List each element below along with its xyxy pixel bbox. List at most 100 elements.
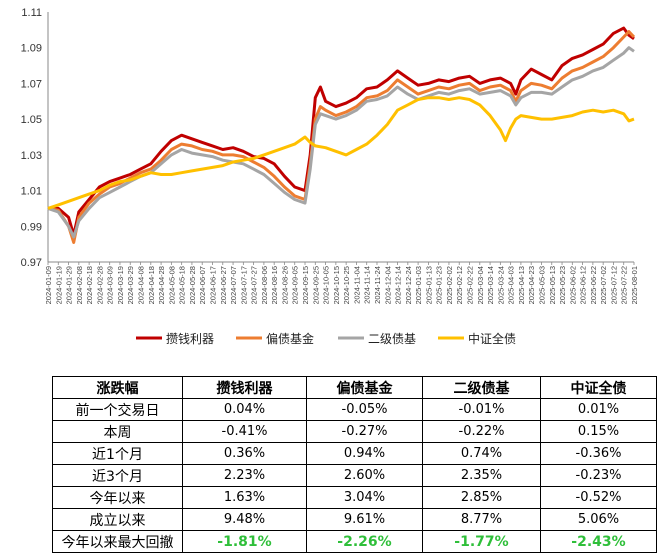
table-cell: 1.63% <box>182 486 307 509</box>
x-tick-label: 2024-10-05 <box>322 266 331 304</box>
line-chart: 0.97 0.99 1.01 1.03 1.05 1.07 1.09 1.11 2024-01… <box>21 7 639 346</box>
x-tick-label: 2024-07-07 <box>229 266 238 304</box>
legend-label: 偏债基金 <box>266 331 314 346</box>
x-tick-label: 2024-09-25 <box>311 266 320 304</box>
row-label: 近3个月 <box>52 464 183 487</box>
x-tick-label: 2024-05-08 <box>167 266 176 304</box>
y-axis: 0.97 0.99 1.01 1.03 1.05 1.07 1.09 1.11 <box>21 7 49 269</box>
x-tick-label: 2024-06-17 <box>208 266 217 304</box>
x-tick-label: 2025-04-03 <box>507 266 516 304</box>
x-tick-label: 2024-12-24 <box>404 266 413 304</box>
x-tick-label: 2025-06-12 <box>579 266 588 304</box>
table-row: 前一个交易日 0.04% -0.05% -0.01% 0.01% <box>52 398 657 421</box>
series-line-4 <box>47 96 635 210</box>
x-tick-label: 2024-07-17 <box>239 266 248 304</box>
series-lines <box>47 26 636 244</box>
x-tick-label: 2025-02-02 <box>445 266 454 304</box>
x-tick-label: 2025-05-03 <box>537 266 546 304</box>
x-tick-label: 2024-11-14 <box>363 266 372 304</box>
x-tick-label: 2024-04-08 <box>137 266 146 304</box>
x-tick-label: 2024-12-14 <box>394 266 403 304</box>
x-tick-label: 2024-03-19 <box>116 266 125 304</box>
chart-legend: 攒钱利器 偏债基金 二级债基 中证全债 <box>136 331 516 346</box>
y-tick-label: 1.11 <box>21 7 42 19</box>
table-cell: 8.77% <box>422 508 541 531</box>
x-tick-label: 2024-02-18 <box>85 266 94 304</box>
table-cell: 0.36% <box>182 442 307 465</box>
header-cell: 中证全债 <box>540 376 657 399</box>
legend-label: 攒钱利器 <box>166 331 214 346</box>
x-tick-label: 2025-03-14 <box>486 266 495 304</box>
table-row: 本周 -0.41% -0.27% -0.22% 0.15% <box>52 420 657 443</box>
x-tick-label: 2024-03-09 <box>106 266 115 304</box>
table-cell: -2.26% <box>306 530 423 553</box>
header-cell: 涨跌幅 <box>52 376 183 399</box>
x-tick-label: 2025-01-03 <box>414 266 423 304</box>
table-cell: 2.23% <box>182 464 307 487</box>
table-cell: 0.94% <box>306 442 423 465</box>
table-cell: 2.35% <box>422 464 541 487</box>
x-tick-label: 2024-02-08 <box>75 266 84 304</box>
table-row: 近1个月 0.36% 0.94% 0.74% -0.36% <box>52 442 657 465</box>
row-label: 前一个交易日 <box>52 398 183 421</box>
table-cell: 3.04% <box>306 486 423 509</box>
x-tick-label: 2024-05-28 <box>188 266 197 304</box>
x-tick-label: 2025-06-22 <box>589 266 598 304</box>
row-label: 今年以来最大回撤 <box>52 530 183 553</box>
row-label: 近1个月 <box>52 442 183 465</box>
x-tick-label: 2024-09-05 <box>291 266 300 304</box>
table-cell: -0.52% <box>540 486 657 509</box>
x-tick-label: 2025-02-12 <box>455 266 464 304</box>
table-cell: 9.48% <box>182 508 307 531</box>
x-tick-label: 2025-01-13 <box>424 266 433 304</box>
table-cell: -1.77% <box>422 530 541 553</box>
table-cell: -1.81% <box>182 530 307 553</box>
table-cell: 0.15% <box>540 420 657 443</box>
y-tick-label: 1.03 <box>21 150 42 162</box>
row-label: 今年以来 <box>52 486 183 509</box>
x-tick-label: 2024-10-25 <box>342 266 351 304</box>
legend-item-3: 二级债基 <box>338 332 416 346</box>
table-cell: 0.04% <box>182 398 307 421</box>
x-tick-label: 2024-01-29 <box>65 266 74 304</box>
table-cell: -0.05% <box>306 398 423 421</box>
y-tick-label: 0.97 <box>21 257 42 269</box>
table-cell: -0.23% <box>540 464 657 487</box>
header-cell: 偏债基金 <box>306 376 423 399</box>
legend-label: 二级债基 <box>368 332 416 346</box>
x-tick-label: 2025-03-04 <box>476 266 485 304</box>
header-cell: 攒钱利器 <box>182 376 307 399</box>
x-tick-label: 2025-05-23 <box>558 266 567 304</box>
y-tick-label: 1.07 <box>21 78 42 90</box>
series-line-2 <box>47 30 636 244</box>
table-cell: -0.01% <box>422 398 541 421</box>
x-tick-label: 2025-06-02 <box>568 266 577 304</box>
series-line-1 <box>48 26 635 237</box>
x-tick-label: 2024-03-29 <box>126 266 135 304</box>
table-cell: -2.43% <box>540 530 657 553</box>
legend-item-2: 偏债基金 <box>236 331 314 346</box>
x-tick-label: 2024-08-06 <box>260 266 269 304</box>
legend-label: 中证全债 <box>468 331 516 346</box>
x-tick-label: 2025-08-01 <box>630 266 639 304</box>
table-row: 近3个月 2.23% 2.60% 2.35% -0.23% <box>52 464 657 487</box>
x-tick-label: 2025-07-12 <box>609 266 618 304</box>
table-row: 今年以来最大回撤 -1.81% -2.26% -1.77% -2.43% <box>52 530 657 553</box>
x-axis: 2024-01-09 2024-01-19 2024-01-29 2024-02-08… <box>44 261 639 304</box>
legend-item-4: 中证全债 <box>438 331 516 346</box>
table-cell: -0.41% <box>182 420 307 443</box>
y-tick-label: 1.01 <box>21 186 42 198</box>
x-tick-label: 2024-05-18 <box>178 266 187 304</box>
table-cell: -0.22% <box>422 420 541 443</box>
y-tick-label: 1.05 <box>21 114 42 126</box>
y-tick-label: 0.99 <box>21 221 42 233</box>
header-cell: 二级债基 <box>422 376 541 399</box>
x-tick-label: 2025-03-24 <box>496 266 505 304</box>
table-cell: 2.85% <box>422 486 541 509</box>
table-row: 成立以来 9.48% 9.61% 8.77% 5.06% <box>52 508 657 531</box>
row-label: 成立以来 <box>52 508 183 531</box>
performance-table: 涨跌幅 攒钱利器 偏债基金 二级债基 中证全债 前一个交易日 0.04% -0.05… <box>52 376 657 553</box>
x-tick-label: 2024-06-27 <box>219 266 228 304</box>
x-tick-label: 2024-12-04 <box>383 266 392 304</box>
x-tick-label: 2024-01-19 <box>54 266 63 304</box>
